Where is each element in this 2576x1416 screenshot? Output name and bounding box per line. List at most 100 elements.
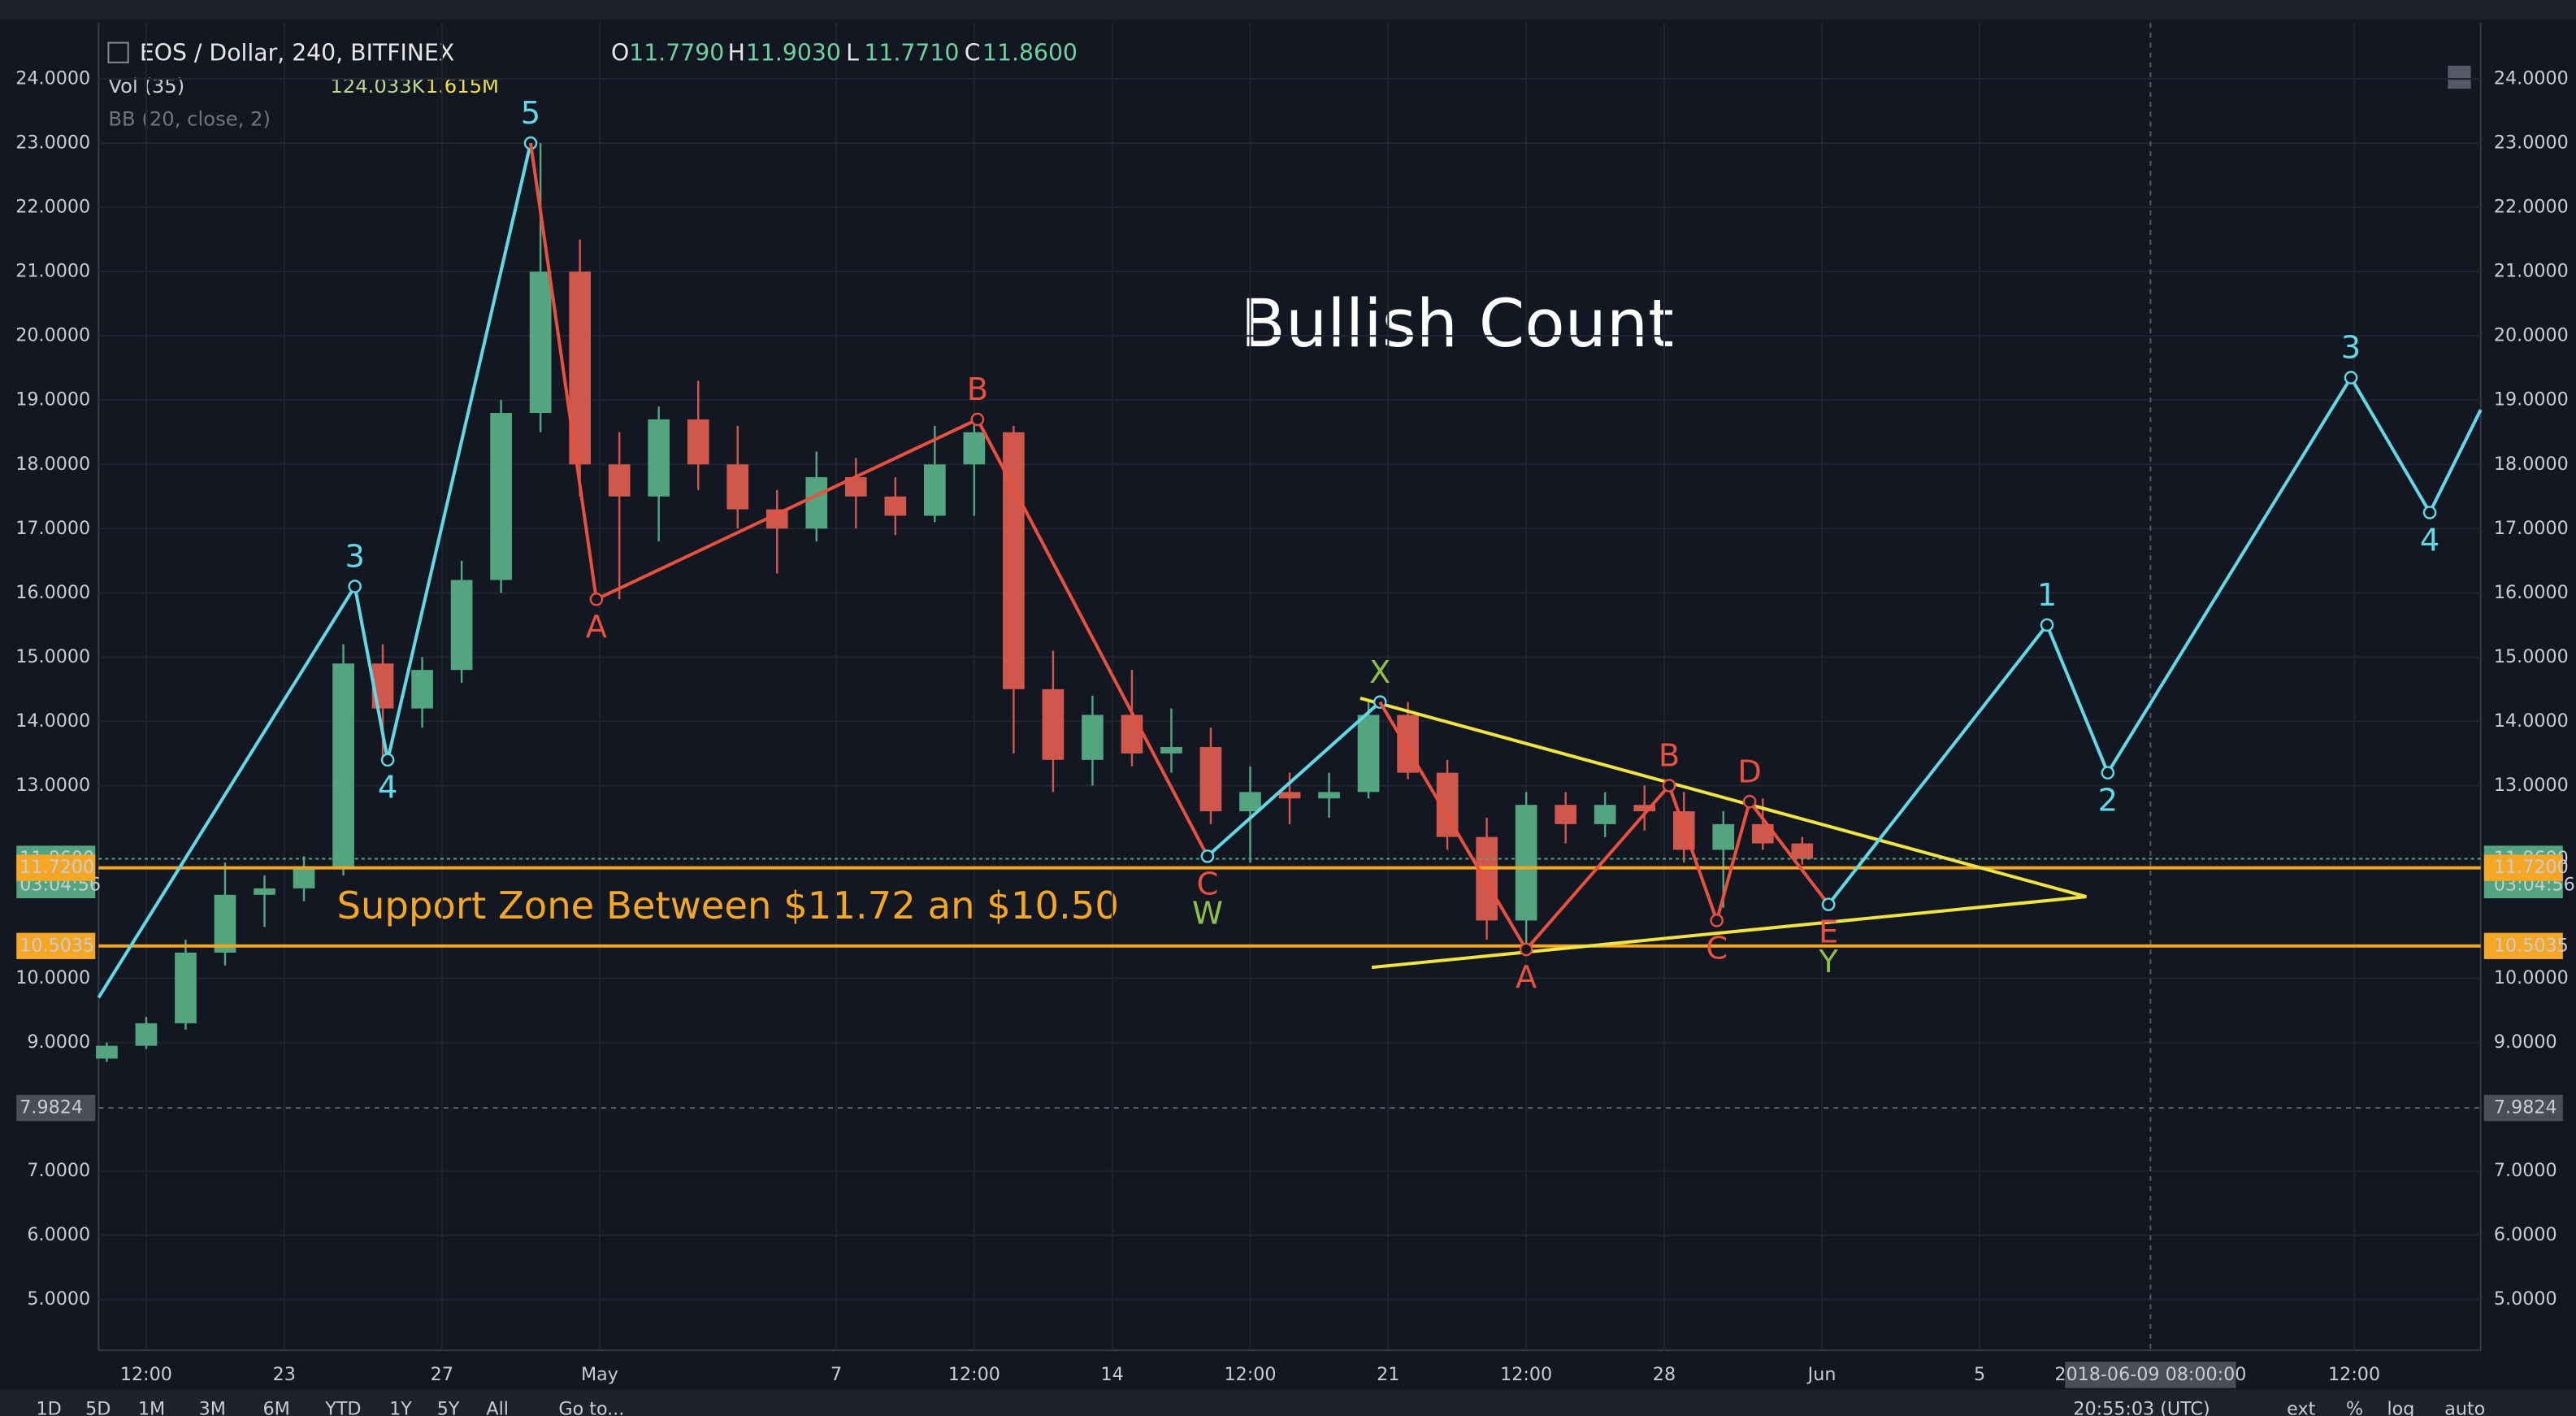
y-tick-label: 21.0000 [2494,261,2569,282]
y-tick-label: 23.0000 [15,132,90,154]
scale-option[interactable]: % [2346,1398,2363,1416]
y-tick-label: 15.0000 [15,646,90,667]
ohlc-key: H [728,40,745,67]
y-tick-label: 23.0000 [2494,132,2569,154]
x-tick-label: 21 [1377,1364,1399,1385]
scale-option[interactable]: auto [2444,1398,2485,1416]
x-tick-label: 12:00 [1224,1364,1276,1385]
wave-label: 5 [521,95,540,132]
y-tick-label: 9.0000 [27,1032,90,1053]
y-tick-label: 17.0000 [15,518,90,539]
y-tick-label: 9.0000 [2494,1032,2557,1053]
y-tick-label: 21.0000 [15,261,90,282]
goto[interactable]: Go to... [558,1398,624,1416]
x-tick-label: 12:00 [1500,1364,1552,1385]
timeframe[interactable]: YTD [324,1398,361,1416]
wave-point [380,753,395,767]
candle-body [1751,823,1774,844]
candle-body [963,432,986,465]
scale-option[interactable]: ext [2287,1398,2315,1416]
x-tick-label: 28 [1653,1364,1676,1385]
timeframe[interactable]: 6M [262,1398,289,1416]
ohlc-value: 11.9030 [746,40,841,67]
timeframe[interactable]: 5Y [437,1398,460,1416]
candle-body [450,580,473,671]
candle-body [293,869,315,888]
timeframe[interactable]: All [486,1398,509,1416]
x-tick-label: 23 [273,1364,296,1385]
scale-option[interactable]: log [2387,1398,2415,1416]
candle-body [1555,805,1577,824]
y-tick-label: 22.0000 [15,197,90,218]
candle-body [1042,688,1065,760]
ohlc-key: L [846,40,859,67]
candle-body [529,271,552,414]
wave-label: 4 [2420,522,2439,558]
wave-label: B [967,371,988,408]
wave-point [1821,897,1836,911]
chart-title: Bullish Count [1241,286,1674,363]
timeframe[interactable]: 1M [138,1398,165,1416]
wave-point [1200,849,1215,863]
y-tick-label: 14.0000 [2494,710,2569,732]
wave-label: A [1516,959,1537,996]
collapse-icon[interactable] [107,41,129,63]
ohlc-value: 11.7790 [629,40,724,67]
x-tick-label: 12:00 [2328,1364,2380,1385]
price-label: 11.7200 [2494,857,2569,878]
candle-body [687,419,709,465]
timeframe[interactable]: 5D [85,1398,111,1416]
wave-line [1378,701,1830,953]
y-tick-label: 20.0000 [2494,325,2569,346]
wave-label: A [586,609,607,645]
x-tick-label: 5 [1974,1364,1985,1385]
candle-body [1160,747,1182,754]
candle-body [1278,792,1301,799]
wave-line [1206,701,1381,858]
scroll-button[interactable] [2448,65,2471,89]
wave-point [970,412,985,427]
price-box [16,932,96,959]
timeframe[interactable]: 1D [36,1398,61,1416]
wave-point [2344,371,2358,384]
wave-label: 4 [378,770,397,806]
candle-body [1476,836,1498,921]
y-tick-label: 5.0000 [27,1288,90,1310]
candle-body [884,496,907,516]
wave-label: C [1197,866,1219,902]
y-tick-label: 5.0000 [2494,1288,2557,1310]
wave-point [2040,618,2054,632]
wave-label: B [1659,738,1680,775]
wave-label: 1 [2037,577,2057,614]
clock: 20:55:03 (UTC) [2073,1398,2210,1416]
candle-body [1633,805,1656,812]
candle-body [608,464,631,497]
candle-body [648,419,670,497]
x-tick-label: Jun [1806,1364,1837,1385]
crosshair-y-box [2483,1094,2563,1122]
bb-name: BB (20, close, 2) [108,107,271,131]
candle-body [1239,792,1261,812]
crosshair-x-label: 2018-06-09 08:00:00 [2054,1364,2246,1385]
timeframe[interactable]: 3M [199,1398,226,1416]
price-label: 10.5035 [20,935,94,956]
timeframe[interactable]: 1Y [389,1398,412,1416]
symbol: EOS / Dollar, 240, BITFINEX [140,40,454,67]
candle-body [1082,715,1104,760]
wave-line [1827,374,2483,906]
price-box [16,854,96,881]
candle-body [96,1045,118,1059]
toolbar [0,0,2576,20]
y-tick-label: 18.0000 [2494,454,2569,475]
wave-point [348,580,362,593]
annotation: Support Zone Between $11.72 an $10.50 [336,884,1119,927]
wave-label: 2 [2098,783,2118,819]
y-tick-label: 14.0000 [15,710,90,732]
y-tick-label: 24.0000 [15,68,90,89]
y-tick-label: 16.0000 [15,582,90,603]
y-tick-label: 19.0000 [2494,389,2569,410]
candle-body [765,509,788,529]
wave-point [589,592,604,606]
y-tick-label: 6.0000 [27,1224,90,1245]
